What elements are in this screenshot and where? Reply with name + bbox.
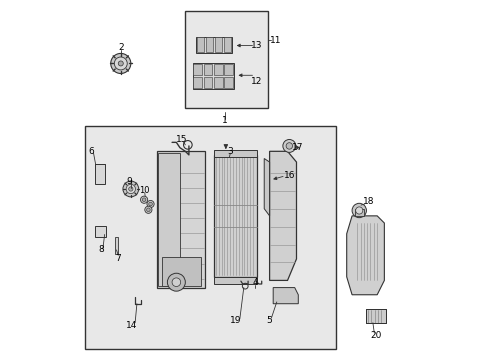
Polygon shape [264,158,269,216]
Text: 15: 15 [176,135,187,144]
Text: 3: 3 [227,147,233,156]
Bar [224,64,233,75]
Bar [214,277,257,284]
Text: 20: 20 [370,332,382,341]
Text: 12: 12 [251,77,262,86]
Bar [214,149,257,157]
Bar [214,37,222,52]
Bar [224,77,233,88]
Circle shape [282,139,295,152]
Text: 1: 1 [222,116,227,125]
Bar [196,37,204,52]
Bar [95,164,105,184]
Circle shape [110,53,131,73]
Bar [192,63,233,89]
Bar [223,37,231,52]
Circle shape [285,143,292,149]
Bar [203,77,212,88]
Bar [196,37,231,53]
Circle shape [128,187,133,191]
Circle shape [126,184,135,194]
Circle shape [114,57,127,70]
Circle shape [148,202,152,206]
Circle shape [142,198,145,202]
Text: 2: 2 [118,43,123,52]
Bar [213,77,222,88]
Text: 8: 8 [98,246,104,255]
Circle shape [172,278,180,287]
Bar [156,151,204,288]
Bar [193,64,202,75]
Text: 16: 16 [283,171,294,180]
Bar [193,77,202,88]
Bar [85,126,335,348]
Text: 11: 11 [269,36,281,45]
Polygon shape [346,216,384,295]
Bar [203,64,212,75]
Bar [366,309,386,323]
Text: 14: 14 [125,321,137,330]
Circle shape [144,206,152,213]
Text: 9: 9 [126,177,132,186]
Bar [205,37,213,52]
Circle shape [140,196,147,203]
Circle shape [351,203,366,218]
Text: 6: 6 [88,147,94,156]
Circle shape [355,207,362,214]
Text: 18: 18 [362,197,373,206]
Circle shape [146,208,150,212]
Text: 19: 19 [229,316,241,325]
Circle shape [147,201,154,208]
Bar [162,257,201,286]
Circle shape [122,181,139,197]
Text: 7: 7 [115,254,121,263]
Bar [185,12,267,108]
Bar [354,210,363,216]
Text: 17: 17 [291,143,303,152]
Text: 13: 13 [251,41,262,50]
Bar [158,153,180,286]
Text: 4: 4 [252,278,258,287]
Text: 10: 10 [139,186,150,195]
Polygon shape [273,288,298,304]
Bar [95,226,105,237]
Polygon shape [269,151,296,280]
Text: 5: 5 [266,316,272,325]
Circle shape [167,273,185,291]
Bar [214,155,257,277]
Bar [115,237,118,253]
Bar [366,309,386,323]
Bar [213,64,222,75]
Circle shape [118,61,123,66]
